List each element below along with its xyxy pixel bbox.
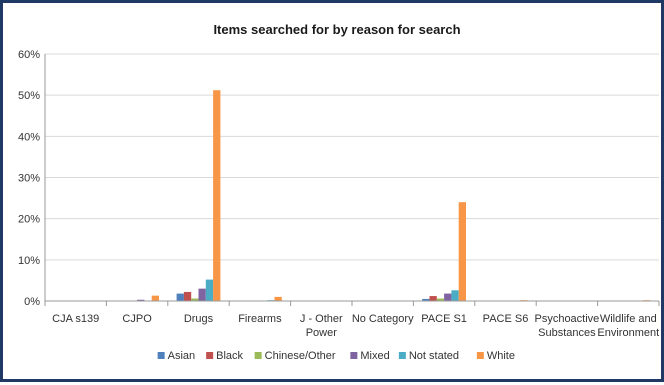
- legend-item: Not stated: [399, 350, 459, 362]
- legend-item: Mixed: [350, 350, 389, 362]
- y-tick-label: 50%: [18, 90, 40, 102]
- bar: [213, 90, 220, 301]
- legend-swatch: [255, 352, 262, 359]
- gridlines: [45, 54, 659, 260]
- y-tick-label: 0%: [24, 296, 40, 308]
- bar: [177, 294, 184, 301]
- legend: Asian Black Chinese/Other Mixed Not stated Wh…: [158, 350, 515, 362]
- chart-title: Items searched for by reason for search: [213, 22, 460, 37]
- x-tick-label: CJPO: [122, 313, 152, 325]
- y-tick-label: 30%: [18, 173, 40, 185]
- legend-label: Asian: [168, 350, 196, 362]
- legend-label: Chinese/Other: [265, 350, 336, 362]
- legend-item: Asian: [158, 350, 196, 362]
- bar: [184, 292, 191, 301]
- legend-item: White: [477, 350, 515, 362]
- legend-item: Black: [206, 350, 243, 362]
- x-tick-label: No Category: [352, 313, 414, 325]
- x-tick-label: Drugs: [184, 313, 214, 325]
- bars: [115, 90, 650, 301]
- axes: 0% 10% 20% 30% 40% 50% 60% CJA s139 CJPO Drugs Fir…: [18, 49, 659, 339]
- legend-label: Black: [216, 350, 243, 362]
- x-tick-label: CJA s139: [52, 313, 99, 325]
- legend-label: White: [487, 350, 515, 362]
- y-tick-label: 20%: [18, 214, 40, 226]
- legend-item: Chinese/Other: [255, 350, 336, 362]
- legend-swatch: [350, 352, 357, 359]
- bar: [275, 297, 282, 301]
- y-tick-label: 10%: [18, 255, 40, 267]
- y-tick-label: 40%: [18, 131, 40, 143]
- legend-swatch: [399, 352, 406, 359]
- bar: [444, 294, 451, 301]
- bar: [451, 290, 458, 301]
- bar-chart: Items searched for by reason for search …: [3, 3, 664, 385]
- bar: [199, 289, 206, 301]
- legend-swatch: [477, 352, 484, 359]
- legend-swatch: [158, 352, 165, 359]
- bar: [206, 280, 213, 301]
- legend-label: Not stated: [409, 350, 459, 362]
- x-tick-label: PACE S1: [421, 313, 467, 325]
- x-tick-label: Firearms: [238, 313, 282, 325]
- x-tick-label: PACE S6: [483, 313, 529, 325]
- legend-label: Mixed: [360, 350, 389, 362]
- bar: [459, 202, 466, 301]
- legend-swatch: [206, 352, 213, 359]
- y-tick-label: 60%: [18, 49, 40, 61]
- bar: [430, 296, 437, 301]
- bar: [152, 296, 159, 301]
